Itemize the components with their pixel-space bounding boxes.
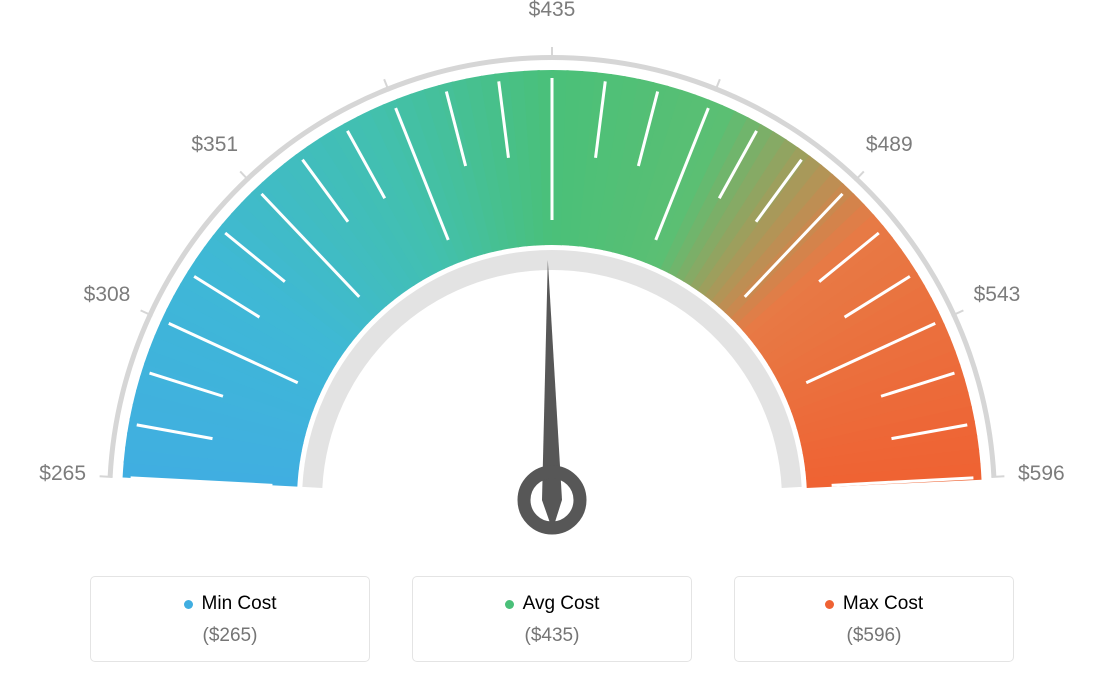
legend-title-max: Max Cost bbox=[825, 593, 923, 615]
dot-icon bbox=[825, 600, 834, 609]
legend-value-min: ($265) bbox=[101, 625, 359, 647]
legend-label: Max Cost bbox=[843, 593, 923, 615]
legend-title-min: Min Cost bbox=[184, 593, 277, 615]
legend-title-avg: Avg Cost bbox=[505, 593, 600, 615]
legend-label: Avg Cost bbox=[523, 593, 600, 615]
legend-value-avg: ($435) bbox=[423, 625, 681, 647]
legend-row: Min Cost ($265) Avg Cost ($435) Max Cost… bbox=[0, 576, 1104, 662]
gauge-tick-label: $265 bbox=[39, 462, 86, 486]
gauge-tick-label: $596 bbox=[1018, 462, 1065, 486]
gauge-tick-label: $435 bbox=[529, 0, 576, 22]
dot-icon bbox=[184, 600, 193, 609]
gauge-tick-label: $489 bbox=[866, 133, 913, 157]
gauge-tick-label: $308 bbox=[84, 283, 131, 307]
legend-value-max: ($596) bbox=[745, 625, 1003, 647]
legend-card-min: Min Cost ($265) bbox=[90, 576, 370, 662]
gauge-svg bbox=[0, 0, 1104, 560]
gauge-tick-label: $351 bbox=[191, 133, 238, 157]
legend-label: Min Cost bbox=[202, 593, 277, 615]
dot-icon bbox=[505, 600, 514, 609]
cost-gauge-chart: $265 $308 $351 $435 $489 $543 $596 bbox=[0, 0, 1104, 560]
legend-card-avg: Avg Cost ($435) bbox=[412, 576, 692, 662]
legend-card-max: Max Cost ($596) bbox=[734, 576, 1014, 662]
gauge-tick-label: $543 bbox=[974, 283, 1021, 307]
